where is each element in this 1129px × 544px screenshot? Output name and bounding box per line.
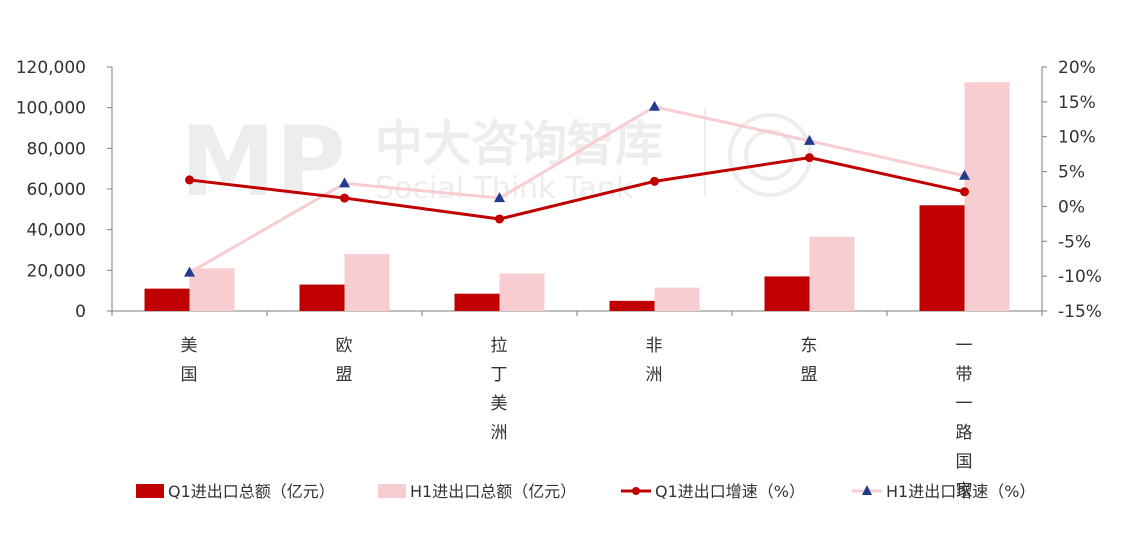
legend-item: Q1进出口总额（亿元） xyxy=(136,482,335,501)
y-left-tick-label: 60,000 xyxy=(27,180,86,200)
legend-item: H1进出口增速（%） xyxy=(852,482,1035,501)
legend-label: Q1进出口增速（%） xyxy=(655,482,805,501)
legend-swatch-bar xyxy=(378,484,406,498)
bar-h1 xyxy=(344,254,390,311)
category-label: 东盟 xyxy=(801,336,818,385)
axes: 0 20,000 40,000 60,000 80,000 100,000 120,000 -… xyxy=(16,58,1102,322)
bar-q1 xyxy=(299,284,345,311)
bar-q1 xyxy=(144,288,190,311)
y-left-tick-label: 20,000 xyxy=(27,261,86,281)
legend-marker-triangle xyxy=(862,485,872,495)
point-q1-growth xyxy=(340,193,349,203)
legend: Q1进出口总额（亿元） H1进出口总额（亿元） Q1进出口增速（%） H1进出口增速（… xyxy=(136,482,1035,501)
point-q1-growth xyxy=(650,176,659,186)
y-right-tick-label: 0% xyxy=(1058,197,1085,217)
point-h1-growth xyxy=(494,192,505,203)
bar-h1 xyxy=(499,273,545,311)
watermark: MP 中大咨询智库 Social Think Tank xyxy=(180,106,812,218)
watermark-en: Social Think Tank xyxy=(375,171,634,206)
legend-label: H1进出口总额（亿元） xyxy=(410,482,576,501)
legend-item: H1进出口总额（亿元） xyxy=(378,482,576,501)
bar-h1 xyxy=(964,82,1010,311)
point-h1-growth xyxy=(184,266,195,277)
category-label: 一带一路国家 xyxy=(956,336,973,501)
bar-q1 xyxy=(764,276,810,311)
bar-q1 xyxy=(919,205,965,311)
y-right-tick-label: -5% xyxy=(1058,232,1091,252)
bars xyxy=(144,82,1010,311)
y-right-tick-label: -10% xyxy=(1058,267,1102,287)
series-line-h1-growth xyxy=(188,105,965,274)
y-right-tick-label: 10% xyxy=(1058,128,1096,148)
bar-h1 xyxy=(189,268,235,311)
point-q1-growth xyxy=(185,175,194,185)
bar-h1 xyxy=(809,236,855,311)
point-h1-growth xyxy=(649,100,660,111)
category-label: 欧盟 xyxy=(336,336,353,385)
y-left-tick-label: 40,000 xyxy=(27,221,86,241)
point-h1-growth xyxy=(959,169,970,180)
bar-q1 xyxy=(609,300,655,311)
point-h1-growth xyxy=(339,177,350,188)
y-left-tick-label: 100,000 xyxy=(16,99,86,119)
y-left-tick-label: 0 xyxy=(75,302,86,322)
y-right-tick-label: 15% xyxy=(1058,93,1096,113)
bar-h1 xyxy=(654,287,700,311)
point-q1-growth xyxy=(495,214,504,224)
category-label: 拉丁美洲 xyxy=(491,336,508,443)
y-right-tick-label: 5% xyxy=(1058,163,1085,183)
legend-label: Q1进出口总额（亿元） xyxy=(168,482,335,501)
y-left-tick-label: 80,000 xyxy=(27,139,86,159)
point-q1-growth xyxy=(960,187,969,197)
legend-item: Q1进出口增速（%） xyxy=(621,482,805,501)
category-label: 非洲 xyxy=(646,336,663,385)
point-h1-growth xyxy=(804,134,815,145)
y-left-tick-label: 120,000 xyxy=(16,58,86,78)
series-line-q1-growth xyxy=(189,156,965,221)
legend-swatch-bar xyxy=(136,484,164,498)
category-labels: 美国 欧盟 拉丁美洲 非洲 东盟 一带一路国家 xyxy=(181,336,973,501)
point-q1-growth xyxy=(805,153,814,163)
legend-label: H1进出口增速（%） xyxy=(886,482,1035,501)
bar-q1 xyxy=(454,293,500,311)
legend-marker-circle xyxy=(632,487,640,495)
lines xyxy=(184,100,970,277)
watermark-cn: 中大咨询智库 xyxy=(375,116,663,172)
watermark-logo: MP xyxy=(180,106,346,218)
category-label: 美国 xyxy=(181,336,198,385)
y-right-tick-label: 20% xyxy=(1058,58,1096,78)
y-right-tick-label: -15% xyxy=(1058,302,1102,322)
